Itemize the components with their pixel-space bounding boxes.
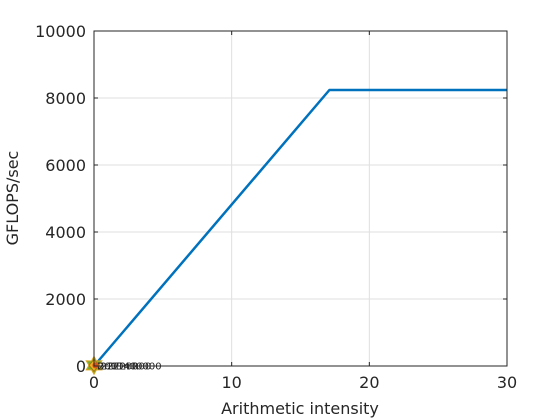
y-tick-label: 6000	[45, 156, 86, 175]
data-point-label: RrDDrrR	[97, 361, 139, 372]
ticks: 0 10 20 30 0 2000 4000 6000 8000 10000	[35, 22, 517, 392]
series-layer	[93, 88, 507, 367]
x-tick-label: 20	[359, 373, 379, 392]
x-tick-label: 10	[221, 373, 241, 392]
y-tick-label: 4000	[45, 223, 86, 242]
y-tick-label: 8000	[45, 89, 86, 108]
plot-area	[94, 31, 507, 366]
data-point-label: 2001400000	[98, 361, 162, 372]
x-tick-label: 30	[497, 373, 517, 392]
x-axis-label: Arithmetic intensity	[221, 399, 379, 418]
y-tick-label: 10000	[35, 22, 86, 41]
roofline-series-line	[93, 88, 507, 367]
y-tick-label: 2000	[45, 290, 86, 309]
x-tick-label: 0	[89, 373, 99, 392]
grid-lines	[94, 31, 507, 366]
data-point-label: 22220000	[100, 361, 151, 372]
axes-box	[93, 30, 508, 367]
y-tick-label: 0	[76, 357, 86, 376]
y-axis-label: GFLOPS/sec	[3, 151, 22, 246]
data-point-circle	[92, 362, 99, 369]
